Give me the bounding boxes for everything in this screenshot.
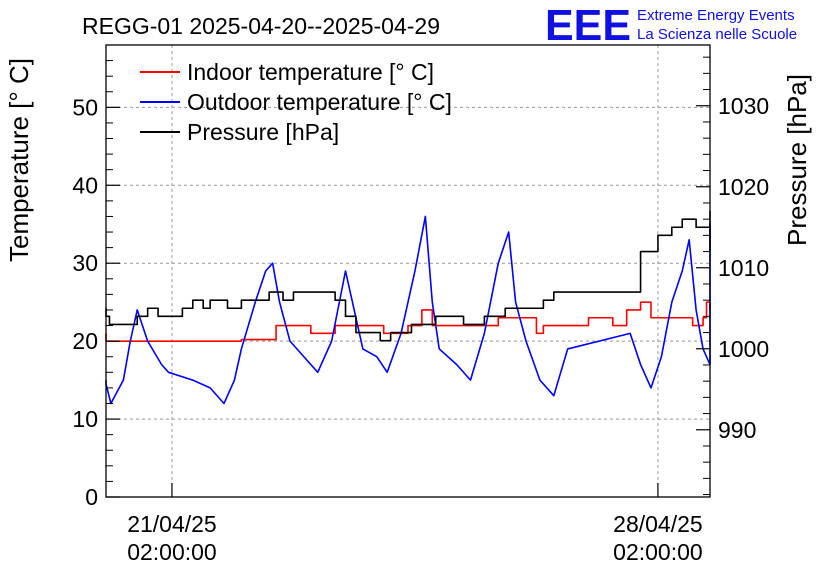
chart-title: REGG-01 2025-04-20--2025-04-29 <box>82 13 440 39</box>
eee-logo-line2: La Scienza nelle Scuole <box>637 26 797 43</box>
indoor-temperature-series-line <box>105 301 711 342</box>
legend-label-outdoor: Outdoor temperature [° C] <box>187 89 452 115</box>
x-tick-label-time: 02:00:00 <box>613 539 703 565</box>
x-tick-label-date: 21/04/25 <box>127 511 217 537</box>
y-left-tick-label: 10 <box>72 406 98 432</box>
legend-label-pressure: Pressure [hPa] <box>187 119 339 145</box>
y-right-tick-label: 1000 <box>718 336 769 362</box>
legend: Indoor temperature [° C] Outdoor tempera… <box>140 59 452 145</box>
eee-logo-mark: EEE <box>545 1 631 50</box>
eee-logo-line1: Extreme Energy Events <box>637 7 795 24</box>
x-tick-label-date: 28/04/25 <box>613 511 703 537</box>
y-right-tick-label: 1030 <box>718 93 769 119</box>
x-tick-label-time: 02:00:00 <box>127 539 217 565</box>
y-left-tick-label: 0 <box>85 484 98 510</box>
y-left-tick-label: 50 <box>72 94 98 120</box>
plot-frame <box>105 44 711 498</box>
y-left-tick-label: 20 <box>72 328 98 354</box>
y-right-tick-label: 990 <box>718 417 756 443</box>
y-right-tick-label: 1020 <box>718 174 769 200</box>
y-left-axis-label: Temperature [° C] <box>4 58 34 262</box>
axis-layer: 01020304050990100010101020103021/04/2502… <box>72 44 769 565</box>
series-layer <box>105 210 711 405</box>
y-left-tick-label: 30 <box>72 250 98 276</box>
legend-label-indoor: Indoor temperature [° C] <box>187 59 434 85</box>
pressure-series-line <box>105 210 711 342</box>
eee-logo: EEE Extreme Energy Events La Scienza nel… <box>545 1 797 50</box>
y-right-axis-label: Pressure [hPa] <box>782 74 812 246</box>
outdoor-temperature-series-line <box>105 215 711 405</box>
y-left-tick-label: 40 <box>72 172 98 198</box>
grid-layer <box>106 45 710 497</box>
y-right-tick-label: 1010 <box>718 255 769 281</box>
